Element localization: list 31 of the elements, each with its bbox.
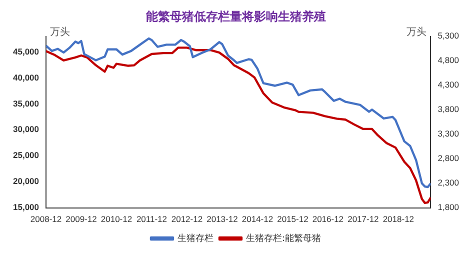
x-tick-label: 2014-12 [242, 214, 274, 224]
y2-tick-label: 2,800 [438, 153, 460, 164]
y2-tick-label: 3,300 [438, 128, 460, 139]
y-tick-label: 35,000 [13, 98, 40, 108]
x-tick-label: 2008-12 [30, 214, 62, 224]
y-tick-label: 45,000 [13, 46, 40, 56]
x-tick-label: 2013-12 [206, 214, 238, 224]
y-tick-label: 30,000 [13, 124, 40, 134]
x-tick-label: 2010-12 [100, 214, 132, 224]
x-tick-label: 2012-12 [171, 214, 203, 224]
y2-tick-label: 2,300 [438, 178, 460, 188]
y-tick-label: 15,000 [13, 202, 40, 212]
y2-tick-label: 4,800 [438, 55, 460, 66]
y2-tick-label: 4,300 [438, 80, 460, 90]
y-tick-label: 40,000 [13, 72, 40, 82]
legend-label: 生猪存栏 [177, 232, 214, 244]
y2-axis-title: 万头 [406, 26, 427, 38]
y2-tick-label: 1,800 [438, 202, 460, 212]
x-tick-label: 2011-12 [136, 214, 168, 224]
y2-tick-label: 5,300 [438, 30, 460, 41]
chart-title: 能繁母猪低存栏量将影响生猪养殖 [146, 9, 326, 24]
y-axis-title: 万头 [50, 26, 70, 38]
y2-tick-label: 3,800 [438, 104, 460, 114]
x-tick-label: 2016-12 [312, 214, 344, 224]
legend-label: 生猪存栏:能繁母猪 [246, 232, 322, 244]
x-tick-label: 2018-12 [382, 214, 414, 224]
x-tick-label: 2017-12 [348, 214, 380, 224]
y-tick-label: 20,000 [13, 176, 40, 186]
x-tick-label: 2009-12 [66, 214, 98, 224]
y-tick-label: 25,000 [13, 150, 40, 160]
x-tick-label: 2015-12 [277, 214, 309, 224]
